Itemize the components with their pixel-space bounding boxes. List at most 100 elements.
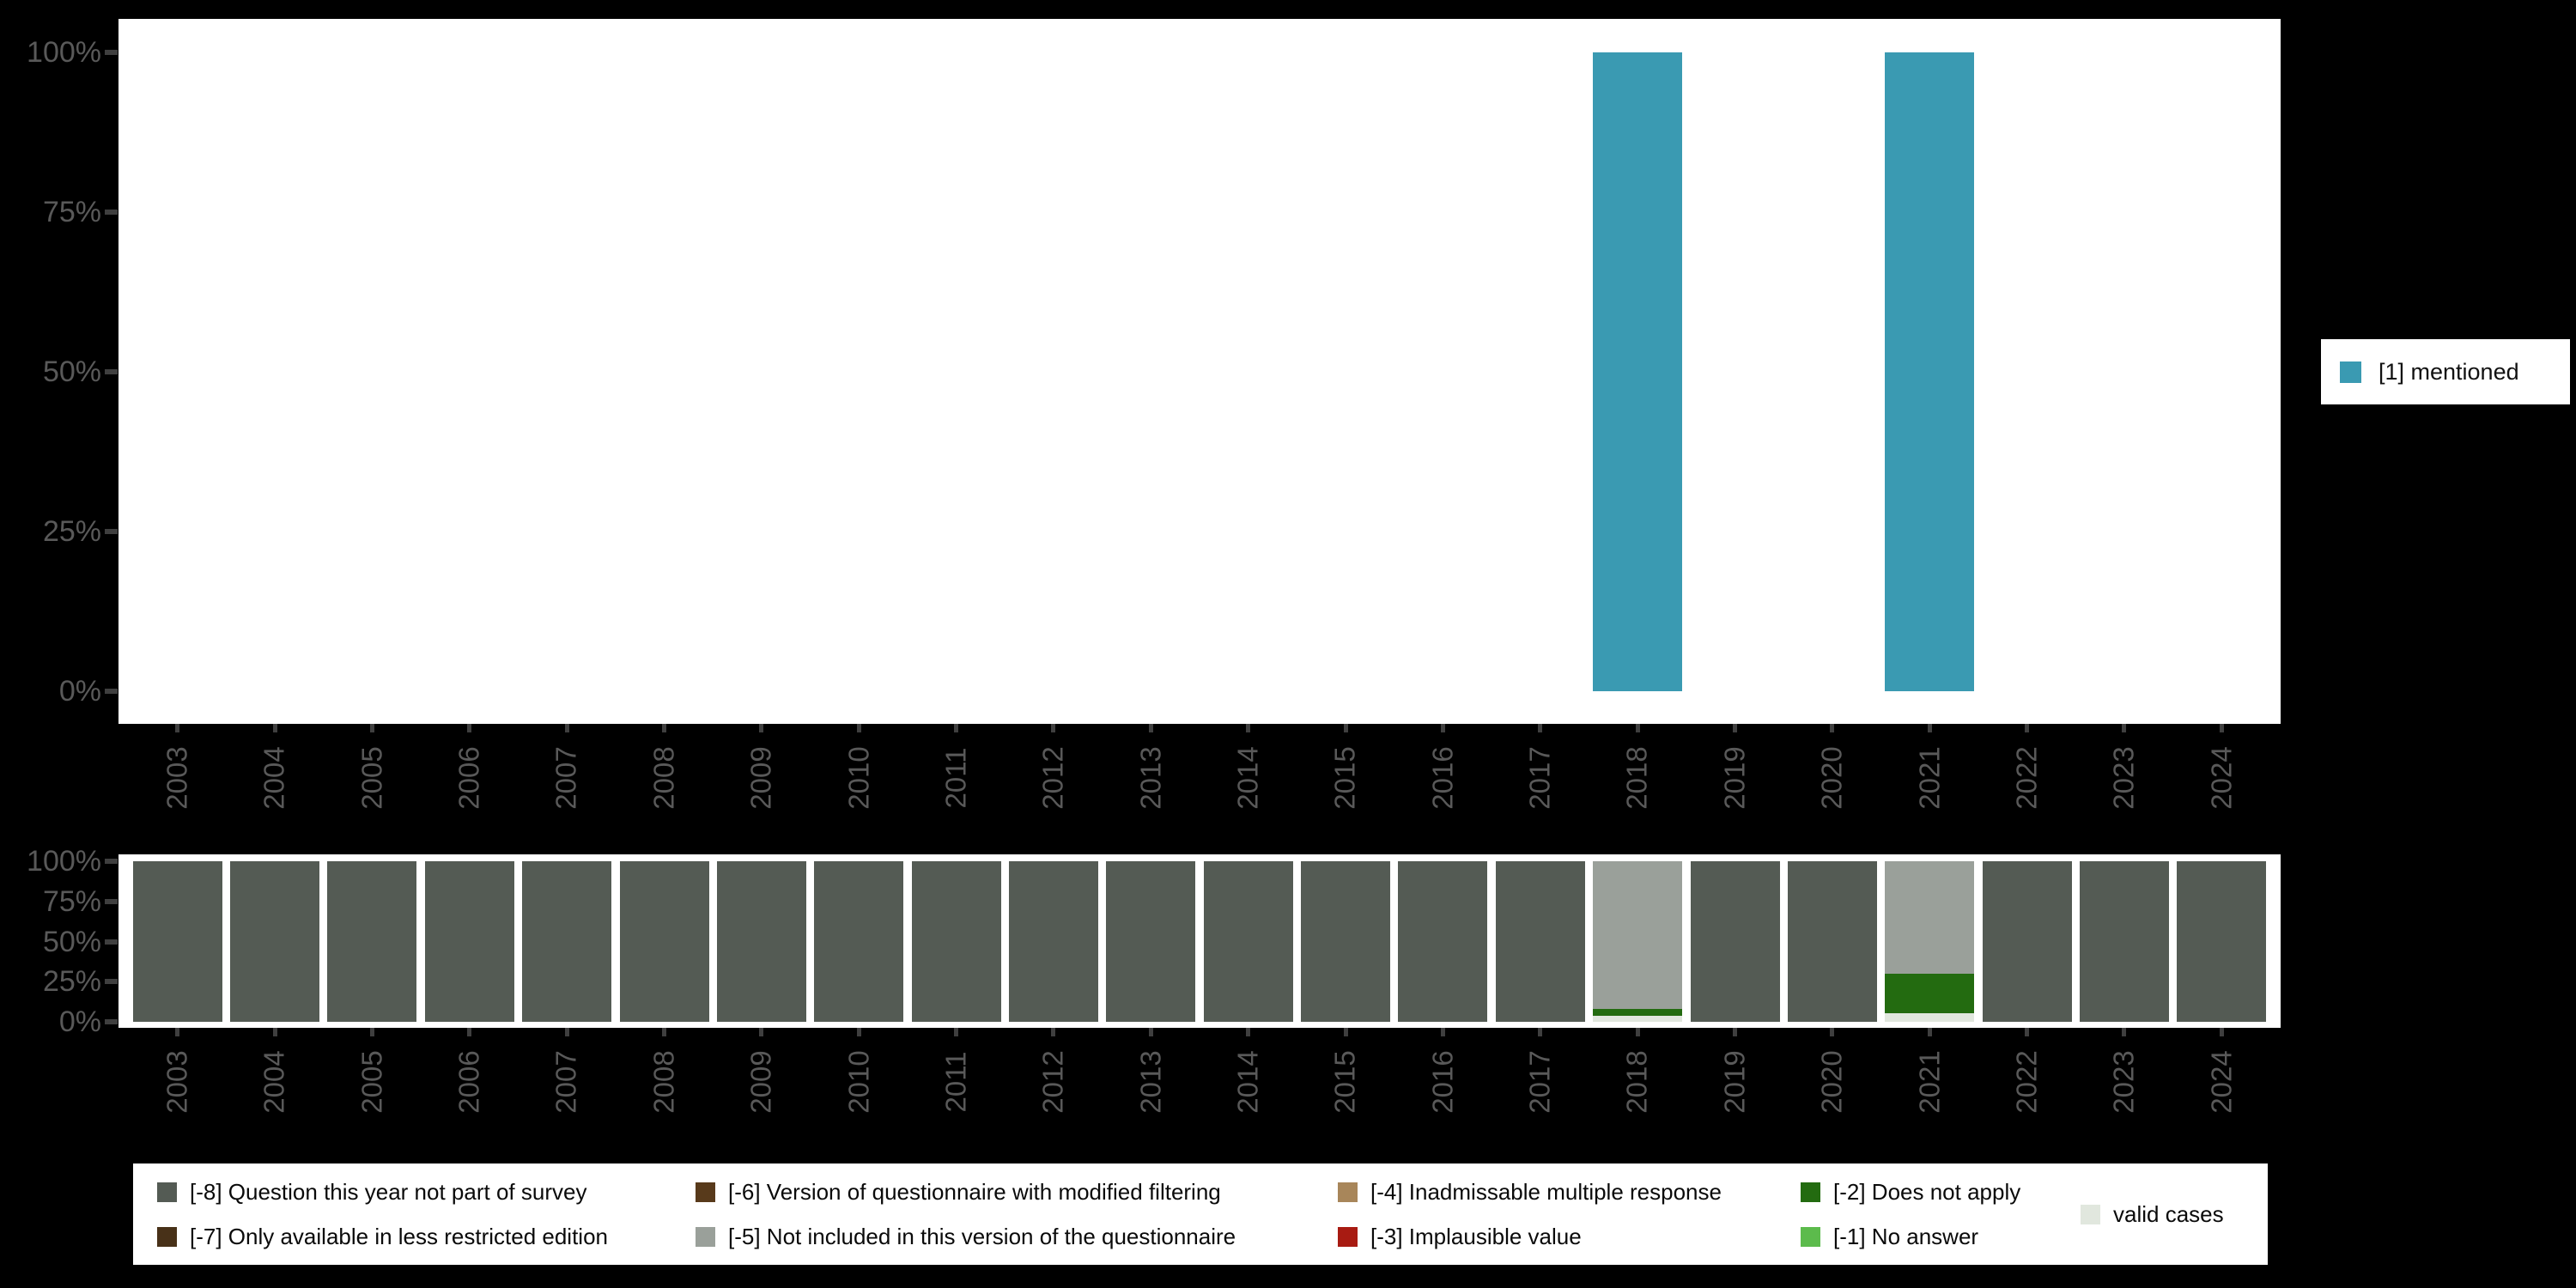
year-label: 2011 bbox=[939, 1051, 972, 1113]
year-label: 2014 bbox=[1231, 1050, 1264, 1114]
top-x-axis-tick bbox=[1635, 724, 1640, 732]
bottom-y-axis-tick bbox=[105, 939, 118, 945]
bottom-x-axis-tick bbox=[175, 1028, 180, 1036]
bottom-bar-2014 bbox=[1203, 861, 1293, 1022]
year-label: 2021 bbox=[1913, 746, 1946, 810]
bottom-x-axis-tick bbox=[1538, 1028, 1543, 1036]
top-x-axis-tick bbox=[1148, 724, 1153, 732]
year-label: 2021 bbox=[1913, 1050, 1946, 1114]
bottom-bar-2024 bbox=[2177, 861, 2267, 1022]
year-label: 2003 bbox=[161, 1050, 193, 1114]
bottom-x-axis-label-2021: 2021 bbox=[1881, 1034, 1978, 1130]
bottom-x-axis-label-2010: 2010 bbox=[811, 1034, 908, 1130]
top-x-axis-label-2023: 2023 bbox=[2075, 730, 2172, 826]
legend-entry: [-1] No answer bbox=[1801, 1219, 2020, 1254]
legend-swatch bbox=[2081, 1204, 2100, 1224]
year-label: 2013 bbox=[1134, 746, 1167, 810]
bottom-y-axis-label: 75% bbox=[42, 884, 101, 918]
bottom-x-axis-label-2022: 2022 bbox=[1978, 1034, 2075, 1130]
bottom-x-axis-label-2016: 2016 bbox=[1394, 1034, 1492, 1130]
top-x-axis-tick bbox=[1830, 724, 1835, 732]
top-x-axis-label-2015: 2015 bbox=[1297, 730, 1394, 826]
bottom-x-axis-tick bbox=[954, 1028, 959, 1036]
year-label: 2007 bbox=[550, 746, 583, 810]
top-x-axis-tick bbox=[1440, 724, 1445, 732]
top-x-axis-label-2004: 2004 bbox=[226, 730, 323, 826]
legend-entry: [-2] Does not apply bbox=[1801, 1175, 2020, 1209]
year-label: 2017 bbox=[1523, 746, 1556, 810]
legend-label: [-8] Question this year not part of surv… bbox=[190, 1178, 587, 1205]
top-y-axis-label: 25% bbox=[42, 515, 101, 548]
top-x-axis-label-2007: 2007 bbox=[518, 730, 615, 826]
year-label: 2012 bbox=[1036, 1050, 1069, 1114]
top-y-axis-label: 50% bbox=[42, 355, 101, 388]
bar-segment bbox=[1885, 861, 1975, 974]
year-label: 2009 bbox=[744, 746, 777, 810]
top-x-axis-label-2003: 2003 bbox=[129, 730, 226, 826]
legend-entry: [-6] Version of questionnaire with modif… bbox=[696, 1175, 1236, 1209]
year-label: 2006 bbox=[453, 1050, 485, 1114]
top-x-axis-tick bbox=[1927, 724, 1932, 732]
bar-segment bbox=[1008, 861, 1098, 1022]
bar-segment bbox=[716, 861, 806, 1022]
bottom-bar-2013 bbox=[1106, 861, 1196, 1022]
legend-entry: [-7] Only available in less restricted e… bbox=[157, 1219, 608, 1254]
top-x-axis-tick bbox=[2122, 724, 2127, 732]
bottom-bar-2005 bbox=[327, 861, 417, 1022]
top-x-axis-tick bbox=[662, 724, 666, 732]
top-bar-2021 bbox=[1885, 52, 1975, 691]
year-label: 2024 bbox=[2205, 1050, 2238, 1114]
top-x-axis-label-2011: 2011 bbox=[908, 730, 1005, 826]
bottom-bar-2019 bbox=[1690, 861, 1780, 1022]
bar-segment bbox=[1885, 1012, 1975, 1022]
top-y-axis-tick bbox=[105, 50, 118, 55]
top-x-axis-tick bbox=[1051, 724, 1056, 732]
legend-label: [-4] Inadmissable multiple response bbox=[1370, 1178, 1722, 1205]
legend-label: [-7] Only available in less restricted e… bbox=[190, 1223, 609, 1249]
bottom-bar-2023 bbox=[2079, 861, 2169, 1022]
bottom-x-axis-tick bbox=[1246, 1028, 1251, 1036]
bottom-x-axis-tick bbox=[1830, 1028, 1835, 1036]
year-label: 2008 bbox=[647, 1050, 680, 1114]
missing-values-legend: [-8] Question this year not part of surv… bbox=[133, 1163, 2268, 1265]
top-y-axis-tick bbox=[105, 210, 118, 215]
mentioned-legend-label: [1] mentioned bbox=[2379, 358, 2519, 385]
bottom-y-axis-tick bbox=[105, 979, 118, 985]
legend-label: valid cases bbox=[2113, 1200, 2224, 1227]
bottom-x-axis-label-2009: 2009 bbox=[713, 1034, 810, 1130]
bottom-bar-2016 bbox=[1398, 861, 1488, 1022]
bar-segment bbox=[1885, 973, 1975, 1013]
year-label: 2004 bbox=[258, 746, 291, 810]
year-label: 2016 bbox=[1426, 1050, 1459, 1114]
legend-label: [-6] Version of questionnaire with modif… bbox=[728, 1178, 1221, 1205]
legend-label: [-3] Implausible value bbox=[1370, 1223, 1582, 1249]
bar-segment bbox=[522, 861, 612, 1022]
bar-segment bbox=[1787, 861, 1877, 1022]
bottom-x-axis-tick bbox=[564, 1028, 569, 1036]
legend-swatch bbox=[1338, 1182, 1358, 1202]
bottom-x-axis-tick bbox=[369, 1028, 374, 1036]
bar-segment bbox=[1593, 52, 1683, 691]
legend-swatch bbox=[1801, 1182, 1820, 1202]
bar-segment bbox=[2177, 861, 2267, 1022]
top-x-axis-label-2008: 2008 bbox=[616, 730, 713, 826]
top-x-axis-label-2012: 2012 bbox=[1005, 730, 1102, 826]
bottom-x-axis-label-2012: 2012 bbox=[1005, 1034, 1102, 1130]
top-x-axis-tick bbox=[369, 724, 374, 732]
legend-label: [-2] Does not apply bbox=[1833, 1178, 2021, 1205]
year-label: 2016 bbox=[1426, 746, 1459, 810]
year-label: 2009 bbox=[744, 1050, 777, 1114]
bottom-x-axis-tick bbox=[1733, 1028, 1737, 1036]
bar-segment bbox=[1495, 861, 1585, 1022]
legend-column: [-6] Version of questionnaire with modif… bbox=[696, 1163, 1236, 1265]
bottom-x-axis-label-2003: 2003 bbox=[129, 1034, 226, 1130]
legend-swatch bbox=[696, 1226, 715, 1247]
bar-segment bbox=[814, 861, 904, 1022]
year-label: 2018 bbox=[1621, 1050, 1654, 1114]
year-label: 2024 bbox=[2205, 746, 2238, 810]
top-x-axis-tick bbox=[2219, 724, 2224, 732]
legend-entry: valid cases bbox=[2081, 1197, 2224, 1231]
top-x-axis-tick bbox=[1246, 724, 1251, 732]
bottom-x-axis-tick bbox=[1635, 1028, 1640, 1036]
